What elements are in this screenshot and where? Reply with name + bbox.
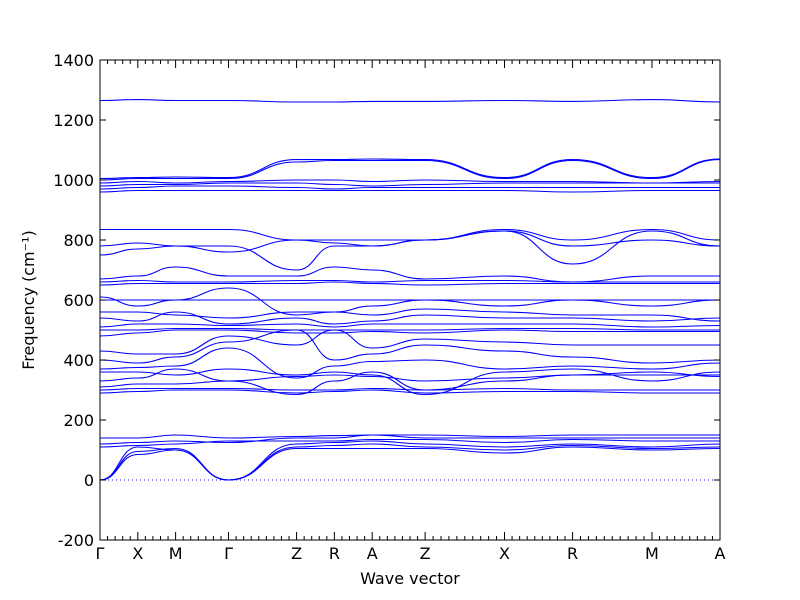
y-tick-label: 0 [84, 471, 94, 490]
phonon-branch-line [99, 159, 721, 181]
y-tick-label: -200 [58, 531, 94, 550]
phonon-branch-line [99, 279, 720, 283]
phonon-branch-line [99, 446, 721, 481]
phonon-branch-line [99, 185, 720, 190]
phonon-branch-line [99, 389, 720, 394]
y-tick-label: 1200 [53, 111, 94, 130]
plot-area [99, 99, 721, 481]
phonon-branch-line [99, 179, 721, 184]
y-axis-label: Frequency (cm⁻¹) [19, 230, 38, 369]
phonon-branch-line [99, 158, 721, 180]
x-tick-label: X [132, 544, 143, 563]
x-tick-label: R [329, 544, 340, 563]
y-tick-label: 1400 [53, 51, 94, 70]
x-tick-label: A [715, 544, 726, 563]
phonon-branch-line [99, 329, 721, 364]
phonon-branch-line [99, 182, 720, 187]
phonon-branch-line [99, 434, 720, 439]
phonon-branch-line [99, 329, 720, 355]
phonon-branch-line [99, 99, 721, 103]
x-axis-label: Wave vector [360, 569, 460, 588]
y-tick-label: 200 [63, 411, 94, 430]
x-tick-label: A [367, 544, 378, 563]
y-axis: -200 0 200 400 600 800 1000 1200 1400 [53, 51, 720, 550]
x-tick-label: X [499, 544, 510, 563]
phonon-branch-line [99, 189, 720, 193]
x-tick-label: M [169, 544, 183, 563]
x-tick-label: Z [420, 544, 431, 563]
x-tick-label: M [645, 544, 659, 563]
phonon-branch-line [99, 434, 720, 445]
phonon-branch-line [99, 368, 720, 382]
x-tick-label: Z [291, 544, 302, 563]
phonon-branch-line [99, 230, 721, 265]
phonon-branch-line [99, 438, 720, 448]
phonon-branch-line [99, 347, 721, 379]
x-tick-label: Γ [224, 544, 233, 563]
y-tick-label: 400 [63, 351, 94, 370]
phonon-branch-line [99, 281, 720, 286]
phonon-branch-line [99, 329, 720, 337]
y-tick-label: 1000 [53, 171, 94, 190]
phonon-branch-line [99, 323, 721, 328]
phonon-branch-line [99, 311, 721, 325]
phonon-branch-line [99, 287, 721, 316]
x-tick-label: R [567, 544, 578, 563]
phonon-branch-line [99, 387, 720, 391]
y-tick-label: 600 [63, 291, 94, 310]
phonon-branch-line [99, 440, 721, 481]
phonon-branch-line [100, 228, 721, 241]
y-tick-label: 800 [63, 231, 94, 250]
phonon-branch-line [100, 327, 720, 331]
phonon-branch-line [100, 368, 721, 396]
phonon-branch-line [99, 266, 720, 283]
phonon-branch-line [99, 308, 721, 322]
x-tick-label: Γ [96, 544, 105, 563]
